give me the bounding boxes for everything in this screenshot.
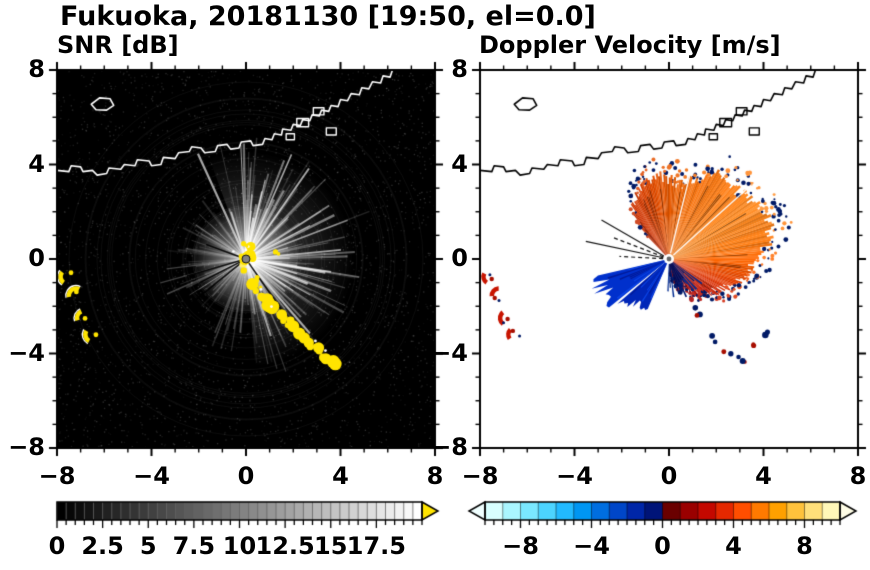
figure-title: Fukuoka, 20181130 [19:50, el=0.0] [60, 1, 596, 32]
y-tick-label: −4 [431, 338, 468, 367]
x-tick-label: −8 [38, 462, 76, 490]
x-tick-label: 8 [849, 462, 867, 490]
doppler-colorbar [463, 498, 867, 538]
y-tick-label: −8 [431, 433, 468, 461]
snr-colorbar-label: 10 [222, 532, 257, 560]
snr-colorbar-label: 12.5 [255, 532, 315, 560]
doppler-colorbar-label: 4 [725, 532, 742, 560]
y-tick-label: 4 [28, 149, 45, 178]
y-tick-label: 4 [451, 149, 468, 178]
doppler-colorbar-label: −8 [502, 532, 539, 560]
doppler-colorbar-label: −4 [573, 532, 610, 560]
x-tick-label: −4 [133, 462, 170, 490]
snr-panel-title: SNR [dB] [57, 31, 179, 59]
y-tick-label: −8 [8, 433, 45, 461]
snr-colorbar-label: 5 [139, 532, 157, 560]
snr-colorbar-label: 17.5 [346, 532, 406, 560]
snr-ppi-map [47, 60, 445, 458]
snr-colorbar-label: 2.5 [81, 532, 124, 560]
snr-colorbar-label: 15 [314, 532, 348, 560]
x-tick-label: −8 [461, 462, 499, 490]
y-tick-label: 0 [451, 244, 468, 272]
x-tick-label: 8 [426, 462, 444, 490]
x-tick-label: 0 [237, 462, 255, 490]
y-tick-label: 8 [28, 55, 45, 83]
snr-colorbar [50, 498, 450, 538]
y-tick-label: 8 [451, 55, 468, 83]
doppler-panel-title: Doppler Velocity [m/s] [479, 31, 781, 59]
x-tick-label: 4 [755, 462, 772, 490]
snr-colorbar-label: 7.5 [172, 532, 216, 560]
doppler-colorbar-label: 0 [654, 532, 671, 560]
x-tick-label: 4 [332, 462, 349, 490]
y-tick-label: 0 [28, 244, 45, 272]
y-tick-label: −4 [8, 338, 45, 367]
x-tick-label: 0 [660, 462, 678, 490]
snr-colorbar-label: 0 [48, 532, 66, 560]
doppler-ppi-map [470, 60, 868, 458]
x-tick-label: −4 [556, 462, 593, 490]
doppler-colorbar-label: 8 [796, 532, 813, 560]
